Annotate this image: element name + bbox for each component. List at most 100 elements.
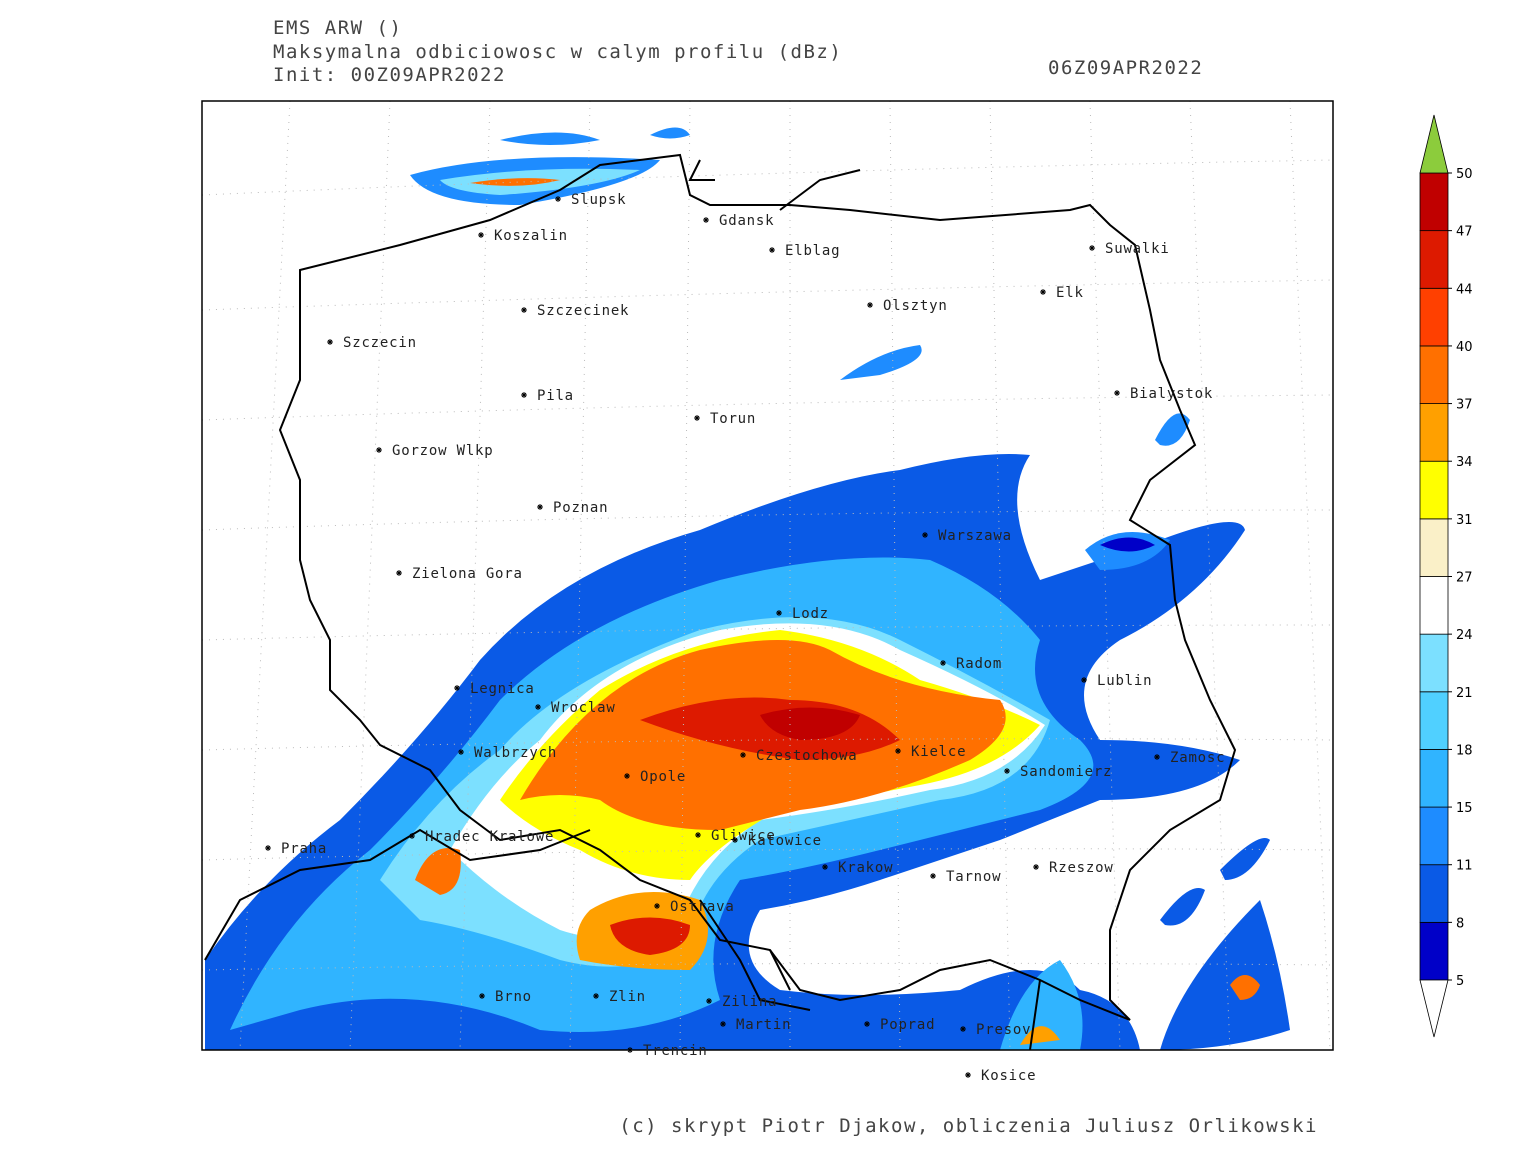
city-marker [732, 837, 738, 843]
city-label: Zielona Gora [412, 566, 523, 582]
city-label: Kielce [911, 744, 966, 760]
city-marker [478, 232, 484, 238]
colorbar-tick-label: 18 [1456, 743, 1473, 758]
colorbar-bin [1419, 864, 1449, 923]
city-marker [864, 1021, 870, 1027]
city-marker [740, 752, 746, 758]
colorbar-tick-label: 47 [1456, 225, 1473, 240]
city-label: Wroclaw [551, 700, 616, 716]
city-label: Gdansk [719, 213, 774, 229]
city-label: Szczecinek [537, 303, 629, 319]
colorbar-bin [1419, 633, 1449, 693]
city-label: Czestochowa [756, 748, 858, 764]
city-marker [706, 998, 712, 1004]
city-label: Martin [736, 1017, 791, 1033]
colorbar-tick-label: 37 [1456, 398, 1473, 413]
city-label: Zlin [609, 989, 646, 1005]
city-label: Zamosc [1170, 750, 1225, 766]
echo-area [1020, 1026, 1060, 1045]
colorbar-tick-label: 15 [1456, 801, 1473, 816]
echo-area [610, 917, 690, 955]
city-marker [454, 685, 460, 691]
city-marker [521, 307, 527, 313]
city-label: Torun [710, 411, 756, 427]
colorbar-bin [1419, 518, 1449, 577]
city-marker [535, 704, 541, 710]
colorbar-tick-label: 34 [1456, 455, 1473, 470]
city-marker [1040, 289, 1046, 295]
city-marker [265, 845, 271, 851]
colorbar-bin [1419, 576, 1449, 635]
city-label: Legnica [470, 681, 535, 697]
city-marker [555, 196, 561, 202]
echo-area [415, 848, 461, 895]
city-marker [376, 447, 382, 453]
echo-area [650, 127, 690, 139]
city-label: Olsztyn [883, 298, 948, 314]
city-marker [695, 832, 701, 838]
echo-area [1230, 975, 1260, 1000]
country-border [204, 159, 1041, 1051]
city-label: Presov [976, 1022, 1031, 1038]
colorbar-bin [1419, 287, 1449, 347]
city-marker [703, 217, 709, 223]
country-border [278, 153, 1237, 1021]
colorbar-bin [1419, 691, 1449, 750]
echo-area [1160, 900, 1290, 1050]
field-title: Maksymalna odbiciowosc w calym profilu (… [273, 41, 842, 63]
city-label: Praha [281, 841, 327, 857]
city-label: Kosice [981, 1068, 1036, 1084]
city-label: Pila [537, 388, 574, 404]
city-marker [654, 903, 660, 909]
city-label: Slupsk [571, 192, 626, 208]
city-marker [1154, 754, 1160, 760]
city-marker [327, 339, 333, 345]
city-marker [1114, 390, 1120, 396]
echo-area [470, 178, 560, 186]
colorbar-tick-label: 24 [1456, 628, 1473, 643]
colorbar-tick-label: 50 [1456, 167, 1473, 182]
colorbar-tick-label: 11 [1456, 859, 1473, 874]
city-marker [895, 748, 901, 754]
city-marker [521, 392, 527, 398]
echo-area [500, 132, 600, 145]
city-marker [1081, 677, 1087, 683]
city-label: Ostrava [670, 899, 735, 915]
city-label: Opole [640, 769, 686, 785]
colorbar-bin [1419, 172, 1449, 232]
colorbar-under [1419, 979, 1449, 1038]
city-label: Bialystok [1130, 386, 1213, 402]
city-marker [822, 864, 828, 870]
city-marker [960, 1026, 966, 1032]
colorbar-bin [1419, 345, 1449, 404]
city-label: Hradec Kralowe [425, 829, 554, 845]
city-marker [867, 302, 873, 308]
colorbar: 5 8 11 15 18 21 24 27 31 34 37 40 44 47 50 [1419, 114, 1473, 1038]
city-label: Zilina [722, 994, 777, 1010]
city-label: Poznan [553, 500, 608, 516]
city-label: Sandomierz [1020, 764, 1112, 780]
colorbar-tick-label: 8 [1456, 916, 1464, 931]
city-label: Brno [495, 989, 532, 1005]
city-label: Suwalki [1105, 241, 1170, 257]
echo-area [1000, 960, 1083, 1050]
city-marker [537, 504, 543, 510]
colorbar-bin [1419, 230, 1449, 289]
city-label: Gorzow Wlkp [392, 443, 494, 459]
echo-area [1100, 537, 1155, 552]
city-marker [593, 993, 599, 999]
city-label: Elk [1056, 285, 1084, 301]
city-marker [776, 610, 782, 616]
colorbar-tick-label: 27 [1456, 571, 1473, 586]
colorbar-tick-label: 44 [1456, 282, 1473, 297]
city-marker [396, 570, 402, 576]
reflectivity-field [205, 127, 1290, 1050]
city-marker [720, 1021, 726, 1027]
colorbar-tick-label: 21 [1456, 686, 1473, 701]
city-label: Lodz [792, 606, 829, 622]
city-label: Tarnow [946, 869, 1001, 885]
colorbar-bin [1419, 806, 1449, 866]
city-marker [458, 749, 464, 755]
init-time: Init: 00Z09APR2022 [273, 64, 506, 86]
